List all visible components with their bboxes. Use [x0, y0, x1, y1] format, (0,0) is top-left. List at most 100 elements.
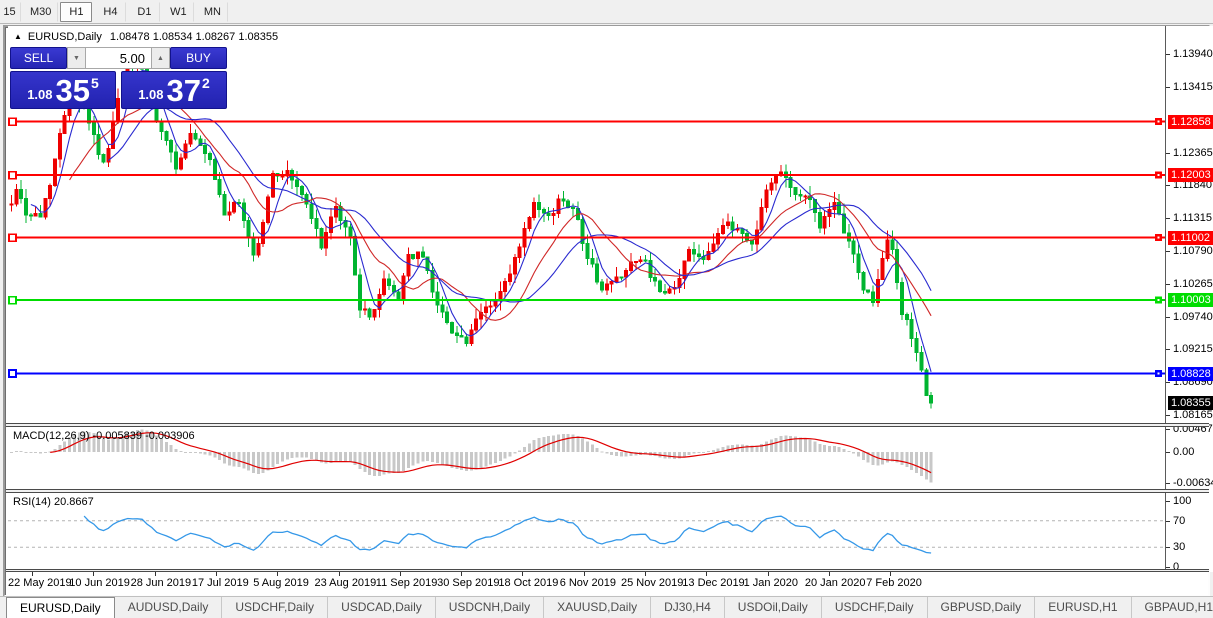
tab-audusd-daily[interactable]: AUDUSD,Daily: [115, 597, 223, 618]
tab-usdchf-daily[interactable]: USDCHF,Daily: [822, 597, 928, 618]
price-tick-label: 1.10790: [1173, 244, 1213, 257]
macd-tick-label: -0.00634: [1173, 476, 1213, 489]
sell-button[interactable]: SELL: [10, 47, 67, 69]
volume-down-button[interactable]: ▼: [67, 47, 86, 69]
sell-price-sup: 5: [91, 75, 99, 91]
sell-price-display[interactable]: 1.08 35 5: [10, 71, 116, 109]
axis-tick: [1166, 501, 1170, 502]
timeframe-button-MN[interactable]: MN: [196, 1, 229, 22]
volume-input[interactable]: [86, 47, 151, 69]
rsi-panel[interactable]: [8, 493, 1165, 571]
date-tick: [890, 572, 892, 576]
tab-eurusd-h1[interactable]: EURUSD,H1: [1035, 597, 1132, 618]
tab-gbpusd-daily[interactable]: GBPUSD,Daily: [928, 597, 1036, 618]
price-badge-1.12003: 1.12003: [1168, 168, 1213, 183]
axis-tick: [1166, 316, 1170, 318]
tab-dj30-h4[interactable]: DJ30,H4: [651, 597, 725, 618]
axis-tick: [1166, 218, 1170, 220]
price-tick-label: 1.11840: [1173, 179, 1212, 192]
timeframe-button-D1[interactable]: D1: [128, 1, 161, 22]
date-label: 22 May 2019: [8, 577, 72, 589]
axis-tick: [1166, 283, 1170, 285]
tab-usdchf-daily[interactable]: USDCHF,Daily: [222, 597, 329, 618]
date-label: 5 Aug 2019: [253, 577, 309, 589]
axis-tick: [1166, 482, 1170, 484]
price-badge-1.10003: 1.10003: [1168, 293, 1213, 308]
volume-up-button[interactable]: ▲: [151, 47, 170, 69]
rsi-tick-label: 100: [1173, 495, 1192, 507]
price-tick-label: 1.09215: [1173, 343, 1213, 356]
date-tick: [32, 572, 33, 576]
macd-label: MACD(12,26,9) -0.005839 -0.003906: [13, 430, 195, 442]
price-tick-label: 1.11315: [1173, 212, 1212, 225]
axis-tick: [1166, 520, 1170, 522]
date-tick: [277, 572, 279, 576]
tab-usdcad-daily[interactable]: USDCAD,Daily: [328, 597, 436, 618]
date-tick: [461, 572, 463, 576]
date-tick: [706, 572, 708, 576]
date-label: 23 Aug 2019: [314, 577, 377, 589]
timeframe-toolbar: 15 M30 H1 H4 D1 W1 MN: [0, 0, 1213, 24]
chart-title: ▲ EURUSD,Daily 1.08478 1.08534 1.08267 1.0…: [14, 31, 278, 43]
rsi-tick-label: 30: [1173, 541, 1186, 554]
date-label: 18 Oct 2019: [498, 577, 559, 589]
date-tick: [93, 572, 95, 576]
sell-price-prefix: 1.08: [27, 87, 53, 102]
timeframe-button-H4[interactable]: H4: [94, 1, 127, 22]
price-axis[interactable]: 1.13940 1.13415 1.12365 1.11840 1.11315 1.107…: [1165, 26, 1213, 573]
axis-tick: [1166, 382, 1170, 384]
date-label: 6 Nov 2019: [559, 577, 616, 589]
date-label: 30 Sep 2019: [437, 577, 500, 589]
date-label: 7 Feb 2020: [866, 577, 922, 589]
date-label: 25 Nov 2019: [621, 577, 684, 589]
tab-xauusd-daily[interactable]: XAUUSD,Daily: [544, 597, 652, 618]
tab-usdcnh-daily[interactable]: USDCNH,Daily: [436, 597, 545, 618]
timeframe-button-H1[interactable]: H1: [60, 1, 93, 22]
price-tick-label: 1.10265: [1173, 277, 1213, 290]
timeframe-button-W1[interactable]: W1: [162, 1, 195, 22]
axis-tick: [1166, 349, 1170, 351]
price-badge-1.08828: 1.08828: [1168, 366, 1213, 381]
buy-price-display[interactable]: 1.08 37 2: [121, 71, 227, 109]
axis-tick: [1166, 429, 1170, 431]
macd-tick-label: 0.00: [1173, 446, 1195, 458]
timeframe-button-M30[interactable]: M30: [23, 1, 59, 22]
date-tick: [399, 572, 401, 576]
tab-gbpaud-h1[interactable]: GBPAUD,H1: [1132, 597, 1213, 618]
pane-separator[interactable]: [6, 423, 1209, 427]
axis-tick: [1166, 547, 1170, 549]
pane-separator[interactable]: [6, 489, 1209, 493]
date-axis[interactable]: 22 May 2019 10 Jun 2019 28 Jun 2019 17 Jul …: [8, 572, 1165, 594]
price-tick-label: 1.13415: [1173, 80, 1213, 93]
date-label: 17 Jul 2019: [191, 577, 249, 589]
tab-eurusd-daily[interactable]: EURUSD,Daily: [6, 597, 115, 618]
price-badge-1.12858: 1.12858: [1168, 114, 1213, 129]
buy-price-prefix: 1.08: [138, 87, 164, 102]
chart-symbol-label: EURUSD,Daily: [27, 31, 102, 43]
axis-tick: [1166, 86, 1170, 88]
axis-tick: [1166, 54, 1170, 56]
date-label: 10 Jun 2019: [69, 577, 130, 589]
rsi-label: RSI(14) 20.8667: [13, 496, 94, 508]
date-label: 20 Jan 2020: [804, 577, 866, 589]
price-tick-label: 1.12365: [1173, 146, 1213, 159]
date-label: 13 Dec 2019: [682, 577, 745, 589]
axis-tick: [1166, 452, 1170, 453]
collapse-icon[interactable]: ▲: [14, 32, 22, 41]
macd-panel[interactable]: [8, 427, 1165, 490]
buy-price-sup: 2: [202, 75, 210, 91]
axis-tick: [1166, 152, 1170, 154]
volume-down-icon: ▼: [73, 54, 80, 62]
buy-button[interactable]: BUY: [170, 47, 227, 69]
timeframe-button-15[interactable]: 15: [1, 1, 21, 22]
axis-tick: [1166, 414, 1170, 416]
one-click-trade-panel: SELL ▼ ▲ BUY 1.08 35 5 1.08 37 2: [10, 47, 229, 109]
sell-price-big: 35: [55, 73, 90, 109]
date-tick: [767, 572, 769, 576]
price-badge-1.11002: 1.11002: [1168, 230, 1213, 245]
tab-usdoil-daily[interactable]: USDOil,Daily: [725, 597, 822, 618]
price-tick-label: 1.09740: [1173, 310, 1213, 323]
date-label: 28 Jun 2019: [130, 577, 192, 589]
date-tick: [338, 572, 340, 576]
date-tick: [215, 572, 217, 576]
